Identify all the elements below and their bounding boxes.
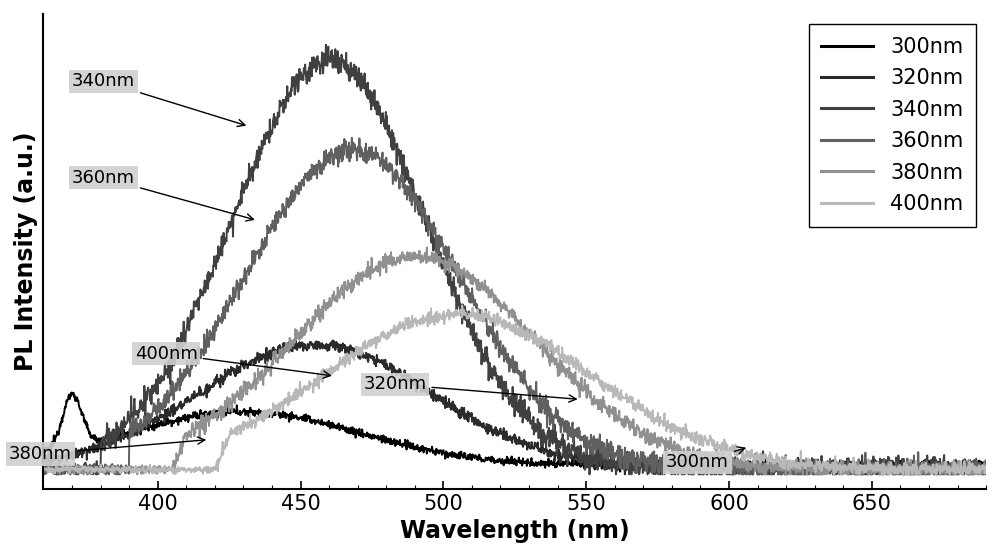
380nm — [472, 280, 484, 287]
400nm — [471, 315, 483, 322]
Line: 400nm: 400nm — [43, 305, 986, 475]
380nm — [954, 460, 966, 467]
Text: 400nm: 400nm — [135, 345, 331, 378]
Line: 380nm: 380nm — [43, 247, 986, 475]
380nm — [953, 462, 965, 468]
360nm — [472, 305, 484, 312]
340nm — [954, 466, 966, 472]
340nm — [472, 348, 484, 354]
Text: 360nm: 360nm — [72, 169, 254, 221]
300nm — [793, 470, 805, 476]
Text: 320nm: 320nm — [363, 375, 576, 402]
Line: 320nm: 320nm — [43, 340, 986, 475]
300nm — [953, 461, 965, 467]
320nm — [685, 471, 697, 478]
320nm — [327, 337, 339, 344]
300nm — [780, 459, 792, 466]
400nm — [980, 466, 992, 473]
300nm — [980, 458, 992, 465]
320nm — [37, 458, 49, 465]
360nm — [954, 458, 966, 465]
X-axis label: Wavelength (nm): Wavelength (nm) — [400, 519, 630, 543]
360nm — [86, 467, 98, 473]
400nm — [780, 455, 792, 462]
400nm — [86, 466, 98, 472]
320nm — [954, 460, 966, 467]
380nm — [86, 465, 98, 472]
380nm — [421, 244, 433, 251]
300nm — [66, 389, 78, 396]
300nm — [496, 456, 508, 462]
320nm — [471, 422, 483, 429]
360nm — [38, 471, 50, 478]
Text: 340nm: 340nm — [72, 72, 245, 126]
320nm — [781, 460, 793, 467]
400nm — [496, 324, 508, 330]
Y-axis label: PL Intensity (a.u.): PL Intensity (a.u.) — [14, 131, 38, 371]
360nm — [980, 467, 992, 474]
300nm — [471, 456, 483, 463]
380nm — [781, 462, 793, 468]
340nm — [50, 471, 62, 478]
300nm — [954, 462, 966, 469]
Line: 340nm: 340nm — [43, 45, 986, 475]
340nm — [953, 460, 965, 467]
400nm — [954, 470, 966, 477]
380nm — [78, 471, 90, 478]
340nm — [37, 462, 49, 469]
340nm — [781, 471, 793, 478]
360nm — [346, 134, 358, 141]
360nm — [497, 345, 509, 352]
380nm — [37, 467, 49, 474]
380nm — [497, 302, 509, 309]
Text: 380nm: 380nm — [9, 437, 205, 463]
300nm — [86, 434, 98, 441]
Legend: 300nm, 320nm, 340nm, 360nm, 380nm, 400nm: 300nm, 320nm, 340nm, 360nm, 380nm, 400nm — [809, 25, 976, 227]
360nm — [37, 463, 49, 470]
400nm — [953, 468, 965, 475]
400nm — [828, 471, 840, 478]
320nm — [953, 463, 965, 470]
Line: 300nm: 300nm — [43, 393, 986, 473]
300nm — [37, 449, 49, 456]
340nm — [980, 465, 992, 472]
400nm — [456, 302, 468, 309]
320nm — [86, 444, 98, 451]
340nm — [320, 41, 332, 48]
320nm — [980, 462, 992, 468]
360nm — [953, 459, 965, 466]
400nm — [37, 463, 49, 470]
Line: 360nm: 360nm — [43, 138, 986, 475]
360nm — [781, 469, 793, 476]
380nm — [980, 467, 992, 474]
340nm — [497, 396, 509, 403]
320nm — [496, 429, 508, 436]
340nm — [86, 467, 98, 473]
Text: 300nm: 300nm — [666, 447, 745, 471]
